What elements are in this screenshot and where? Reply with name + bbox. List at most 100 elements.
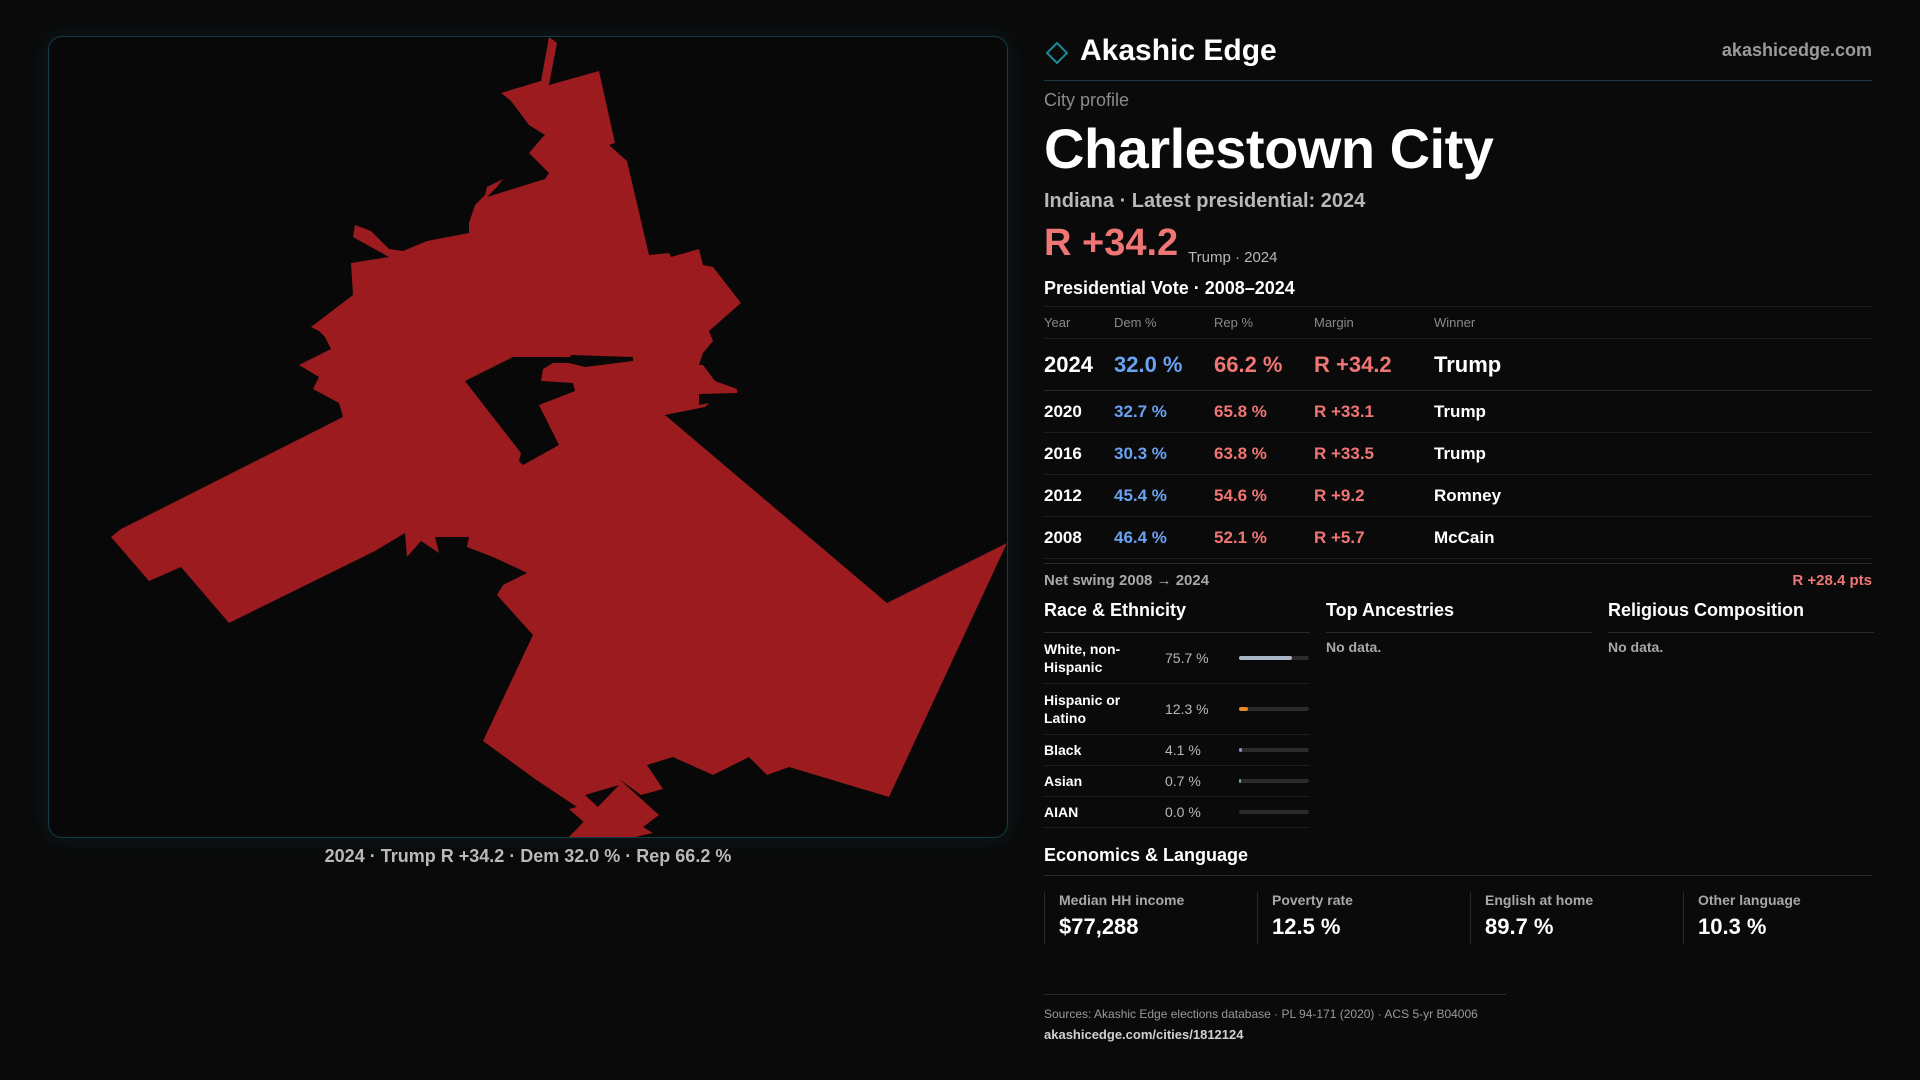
latest-margin-note: Trump · 2024 [1188, 249, 1278, 266]
row-dem: 30.3 % [1114, 444, 1167, 463]
race-row: Black 4.1 % [1044, 735, 1310, 766]
header-rep: Rep % [1214, 315, 1254, 330]
row-dem: 32.0 % [1114, 352, 1183, 377]
race-label: AIAN [1044, 804, 1079, 820]
race-label: White, non-Hispanic [1044, 641, 1121, 675]
religion-empty-text: No data. [1608, 639, 1664, 655]
econ-card-english: English at home 89.7 % [1470, 892, 1683, 944]
race-row: White, non-Hispanic 75.7 % [1044, 633, 1310, 684]
econ-value: 12.5 % [1272, 914, 1341, 939]
profile-subline: Indiana · Latest presidential: 2024 [1044, 190, 1366, 212]
table-row: 2020 32.7 % 65.8 % R +33.1 Trump [1044, 391, 1872, 433]
race-bar-track [1239, 707, 1309, 711]
econ-card-poverty: Poverty rate 12.5 % [1257, 892, 1470, 944]
net-swing-row: Net swing 2008 → 2024 R +28.4 pts [1044, 563, 1872, 589]
econ-value: 10.3 % [1698, 914, 1767, 939]
source-url-link[interactable]: akashicedge.com/cities/1812124 [1044, 1027, 1244, 1042]
row-winner: Trump [1434, 444, 1486, 463]
row-year: 2016 [1044, 444, 1082, 463]
row-year: 2008 [1044, 528, 1082, 547]
header-margin: Margin [1314, 315, 1354, 330]
race-pct: 0.7 % [1165, 773, 1201, 789]
city-boundary-shape [111, 37, 1007, 837]
brand-url-link[interactable]: akashicedge.com [1721, 40, 1872, 60]
race-label: Asian [1044, 773, 1083, 789]
race-bar-fill [1239, 748, 1242, 752]
city-map-panel [48, 36, 1008, 838]
vote-table: Year Dem % Rep % Margin Winner 2024 32.0… [1044, 306, 1872, 559]
econ-label: English at home [1485, 892, 1594, 908]
row-margin: R +33.5 [1314, 444, 1375, 463]
ancestries-section-title: Top Ancestries [1326, 600, 1592, 633]
row-year: 2020 [1044, 402, 1082, 421]
header-winner: Winner [1434, 315, 1476, 330]
row-winner: Romney [1434, 486, 1502, 505]
net-swing-label: Net swing 2008 → 2024 [1044, 572, 1210, 589]
brand-name: Akashic Edge [1080, 34, 1277, 67]
race-bar-fill [1239, 707, 1248, 711]
race-ethnicity-section: Race & Ethnicity White, non-Hispanic 75.… [1044, 600, 1310, 828]
ancestries-empty-text: No data. [1326, 639, 1382, 655]
race-row: Hispanic or Latino 12.3 % [1044, 684, 1310, 735]
row-rep: 52.1 % [1214, 528, 1267, 547]
row-margin: R +9.2 [1314, 486, 1365, 505]
race-section-title: Race & Ethnicity [1044, 600, 1310, 633]
row-rep: 66.2 % [1214, 352, 1283, 377]
table-row: 2024 32.0 % 66.2 % R +34.2 Trump [1044, 339, 1872, 391]
row-winner: Trump [1434, 402, 1486, 421]
map-hole-shape-2 [569, 355, 633, 367]
econ-value: $77,288 [1059, 914, 1139, 939]
row-margin: R +33.1 [1314, 402, 1375, 421]
economics-section-title: Economics & Language [1044, 845, 1872, 876]
sources-text: Sources: Akashic Edge elections database… [1044, 1007, 1478, 1021]
row-rep: 54.6 % [1214, 486, 1267, 505]
race-row: Asian 0.7 % [1044, 766, 1310, 797]
map-hole-shape [465, 357, 575, 465]
map-caption: 2024 · Trump R +34.2 · Dem 32.0 % · Rep … [324, 846, 732, 866]
row-dem: 32.7 % [1114, 402, 1167, 421]
sources-footer: Sources: Akashic Edge elections database… [1044, 994, 1506, 1042]
econ-value: 89.7 % [1485, 914, 1554, 939]
econ-card-income: Median HH income $77,288 [1044, 892, 1257, 944]
diamond-logo-icon [1046, 42, 1068, 64]
table-row: 2008 46.4 % 52.1 % R +5.7 McCain [1044, 517, 1872, 559]
row-year: 2012 [1044, 486, 1082, 505]
page-title: Charlestown City [1044, 117, 1494, 180]
race-label: Hispanic or Latino [1044, 692, 1121, 726]
row-winner: Trump [1434, 352, 1502, 377]
table-row: 2016 30.3 % 63.8 % R +33.5 Trump [1044, 433, 1872, 475]
race-label: Black [1044, 742, 1082, 758]
race-pct: 0.0 % [1165, 804, 1201, 820]
vote-table-title: Presidential Vote · 2008–2024 [1044, 278, 1295, 298]
latest-margin: R +34.2 [1044, 222, 1179, 264]
race-bar-fill [1239, 779, 1242, 783]
econ-label: Poverty rate [1272, 892, 1353, 908]
row-dem: 46.4 % [1114, 528, 1167, 547]
row-winner: McCain [1434, 528, 1495, 547]
table-header-row: Year Dem % Rep % Margin Winner [1044, 307, 1872, 339]
row-year: 2024 [1044, 352, 1093, 377]
row-margin: R +5.7 [1314, 528, 1365, 547]
race-bar-track [1239, 748, 1309, 752]
religion-section: Religious Composition No data. [1608, 600, 1874, 655]
race-pct: 4.1 % [1165, 742, 1201, 758]
race-bar-fill [1239, 656, 1292, 660]
header-dem: Dem % [1114, 315, 1157, 330]
econ-label: Other language [1698, 892, 1801, 908]
row-rep: 65.8 % [1214, 402, 1267, 421]
race-bar-track [1239, 779, 1309, 783]
brand-header: Akashic Edge akashicedge.com [1044, 34, 1872, 81]
race-bar-track [1239, 810, 1309, 814]
race-bar-track [1239, 656, 1309, 660]
race-pct: 75.7 % [1165, 650, 1209, 666]
econ-card-other-language: Other language 10.3 % [1683, 892, 1896, 944]
race-pct: 12.3 % [1165, 701, 1209, 717]
header-year: Year [1044, 315, 1071, 330]
row-rep: 63.8 % [1214, 444, 1267, 463]
row-dem: 45.4 % [1114, 486, 1167, 505]
city-boundary-map [111, 37, 1007, 837]
table-row: 2012 45.4 % 54.6 % R +9.2 Romney [1044, 475, 1872, 517]
row-margin: R +34.2 [1314, 352, 1392, 377]
econ-label: Median HH income [1059, 892, 1185, 908]
profile-panel: Akashic Edge akashicedge.com City profil… [1044, 0, 1874, 1080]
